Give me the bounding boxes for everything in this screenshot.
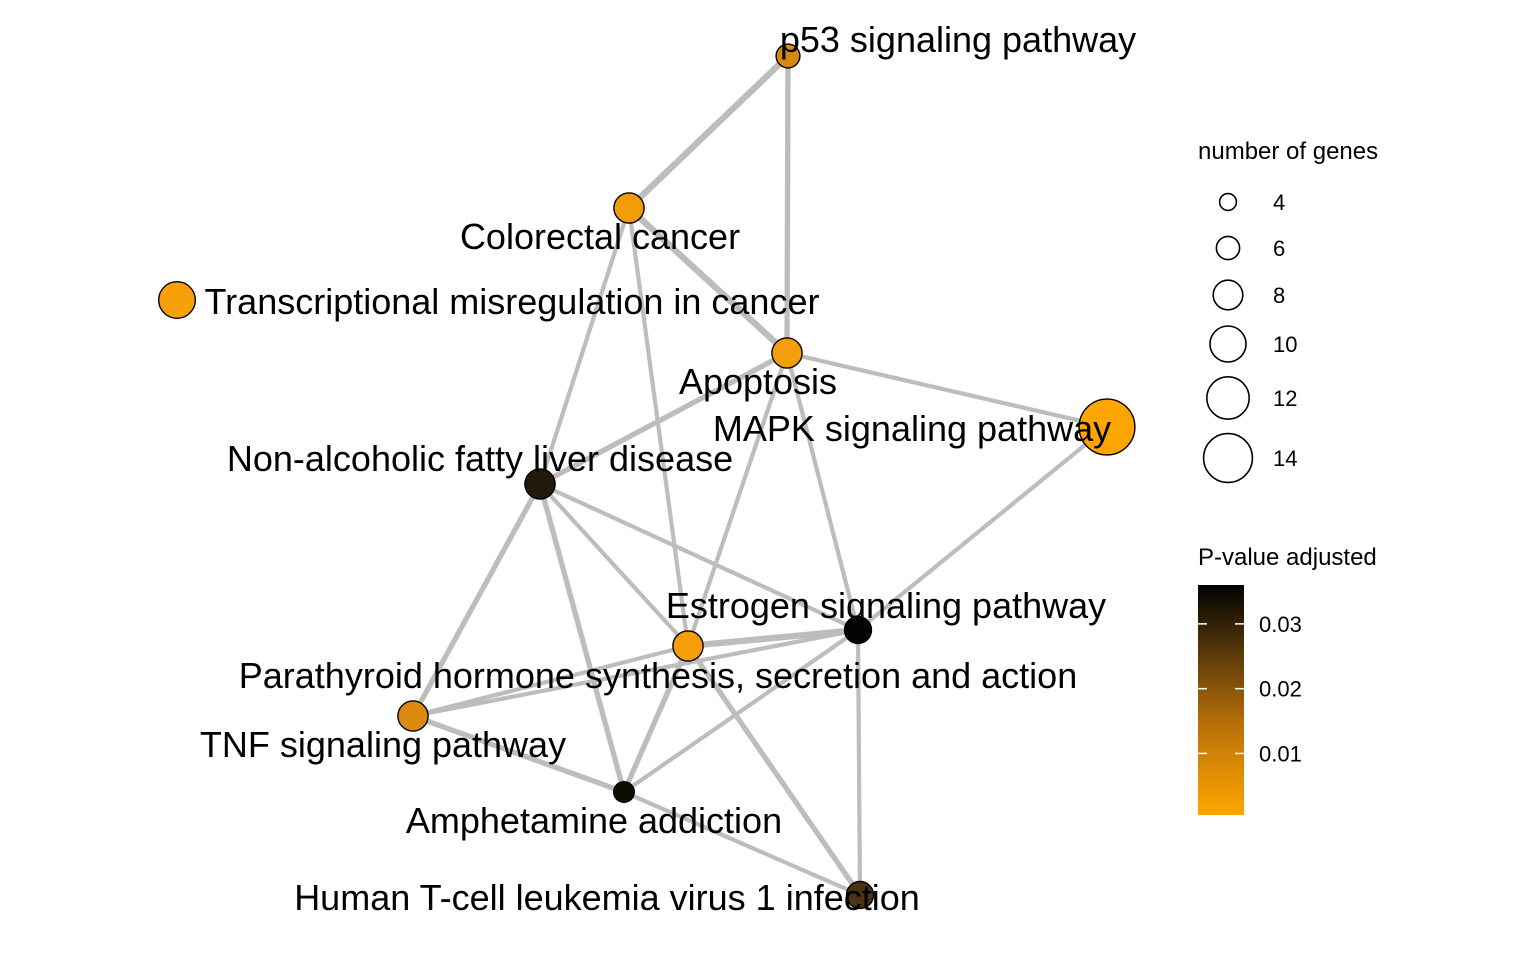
node-layer <box>157 43 1136 910</box>
edge-p53-colorectal <box>625 52 792 212</box>
size-legend-label-12: 12 <box>1273 386 1297 411</box>
edge-apoptosis-mapk <box>784 350 1110 430</box>
size-legend-circle-12 <box>1206 375 1251 420</box>
node-circle-estrogen[interactable] <box>843 615 873 645</box>
node-htlv[interactable] <box>845 880 875 910</box>
node-nafld[interactable] <box>524 468 556 500</box>
node-circle-parathyroid[interactable] <box>672 630 704 662</box>
node-circle-colorectal[interactable] <box>613 192 645 224</box>
edge-p53-apoptosis <box>784 53 791 356</box>
node-label-mapk: MAPK signaling pathway <box>713 408 1111 449</box>
edge-layer <box>410 52 1110 898</box>
edge-parathyroid-tnf <box>410 643 691 719</box>
node-circle-p53[interactable] <box>775 43 801 69</box>
size-legend-label-10: 10 <box>1273 332 1297 357</box>
edge-apoptosis-parathyroid <box>685 350 790 649</box>
size-legend-label-6: 6 <box>1273 236 1285 261</box>
node-circle-amphetamine[interactable] <box>613 781 636 804</box>
edge-nafld-amphetamine <box>537 481 627 795</box>
edge-apoptosis-estrogen <box>784 350 861 633</box>
node-label-nafld: Non-alcoholic fatty liver disease <box>227 438 733 479</box>
node-label-apoptosis: Apoptosis <box>679 361 837 402</box>
edge-colorectal-parathyroid <box>626 205 691 649</box>
edge-colorectal-apoptosis <box>625 204 791 357</box>
label-layer: p53 signaling pathway Colorectal cancer Tr… <box>200 19 1136 918</box>
color-legend-title: P-value adjusted <box>1198 544 1377 571</box>
edge-estrogen-parathyroid <box>684 626 862 650</box>
node-label-estrogen: Estrogen signaling pathway <box>666 585 1106 626</box>
edge-estrogen-htlv <box>855 627 863 898</box>
node-tnf[interactable] <box>397 700 429 732</box>
node-estrogen[interactable] <box>843 615 873 645</box>
node-label-amphetamine: Amphetamine addiction <box>406 800 782 841</box>
edge-estrogen-tnf <box>410 627 861 719</box>
size-legend: number of genes 4 6 8 10 12 14 <box>1198 138 1378 484</box>
edge-tnf-amphetamine <box>410 713 627 795</box>
node-circle-htlv[interactable] <box>845 880 875 910</box>
color-legend-bar <box>1198 585 1244 815</box>
size-legend-circle-10 <box>1209 325 1247 363</box>
node-circle-mapk[interactable] <box>1078 398 1136 456</box>
node-circle-tnf[interactable] <box>397 700 429 732</box>
size-legend-circle-14 <box>1202 432 1254 484</box>
size-legend-keys: 4 6 8 10 12 14 <box>1202 190 1297 484</box>
edge-apoptosis-nafld <box>537 350 790 487</box>
size-legend-circle-8 <box>1212 279 1244 311</box>
edge-parathyroid-amphetamine <box>621 643 691 795</box>
color-legend-tick-label-0.01: 0.01 <box>1259 741 1302 766</box>
edge-amphetamine-htlv <box>621 789 863 898</box>
edge-colorectal-nafld <box>537 205 632 487</box>
size-legend-label-4: 4 <box>1273 190 1285 215</box>
edge-nafld-estrogen <box>537 481 861 633</box>
node-colorectal[interactable] <box>613 192 645 224</box>
node-parathyroid[interactable] <box>672 630 704 662</box>
size-legend-circle-6 <box>1215 235 1241 261</box>
size-legend-title: number of genes <box>1198 138 1378 165</box>
size-legend-circle-4 <box>1218 192 1238 212</box>
edge-mapk-estrogen <box>855 424 1110 633</box>
color-legend: P-value adjusted 0.03 0.02 0.01 <box>1198 544 1377 815</box>
node-label-tnf: TNF signaling pathway <box>200 724 566 765</box>
edge-nafld-tnf <box>410 481 543 719</box>
node-circle-apoptosis[interactable] <box>771 337 803 369</box>
node-label-transcriptional: Transcriptional misregulation in cancer <box>205 281 820 322</box>
node-label-parathyroid: Parathyroid hormone synthesis, secretion… <box>239 655 1077 696</box>
node-mapk[interactable] <box>1078 398 1136 456</box>
size-legend-label-8: 8 <box>1273 283 1285 308</box>
edge-estrogen-amphetamine <box>621 627 861 795</box>
node-label-htlv: Human T-cell leukemia virus 1 infection <box>294 877 920 918</box>
size-legend-label-14: 14 <box>1273 446 1297 471</box>
node-label-p53: p53 signaling pathway <box>780 19 1136 60</box>
node-transcriptional[interactable] <box>157 281 196 320</box>
node-amphetamine[interactable] <box>613 781 636 804</box>
edge-parathyroid-htlv <box>685 643 863 898</box>
node-apoptosis[interactable] <box>771 337 803 369</box>
node-p53[interactable] <box>775 43 801 69</box>
node-label-colorectal: Colorectal cancer <box>460 216 740 257</box>
color-legend-tick-label-0.03: 0.03 <box>1259 612 1302 637</box>
color-legend-ticks: 0.03 0.02 0.01 <box>1198 612 1302 766</box>
color-legend-tick-label-0.02: 0.02 <box>1259 677 1302 702</box>
node-circle-nafld[interactable] <box>524 468 556 500</box>
edge-nafld-parathyroid <box>537 481 691 649</box>
node-circle-transcriptional[interactable] <box>157 281 196 320</box>
